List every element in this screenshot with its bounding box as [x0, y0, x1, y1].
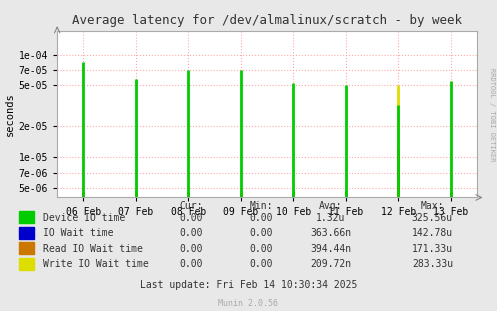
Text: Min:: Min: — [249, 201, 273, 211]
Text: 0.00: 0.00 — [179, 213, 203, 223]
Text: Read IO Wait time: Read IO Wait time — [43, 244, 143, 254]
Text: IO Wait time: IO Wait time — [43, 228, 113, 238]
Text: 0.00: 0.00 — [179, 228, 203, 238]
Text: 283.33u: 283.33u — [412, 259, 453, 269]
Text: Device IO time: Device IO time — [43, 213, 125, 223]
Text: RRDTOOL / TOBI OETIKER: RRDTOOL / TOBI OETIKER — [489, 68, 495, 162]
Text: 394.44n: 394.44n — [310, 244, 351, 254]
Text: Max:: Max: — [420, 201, 444, 211]
Y-axis label: seconds: seconds — [4, 92, 14, 136]
Text: 363.66n: 363.66n — [310, 228, 351, 238]
Text: 325.56u: 325.56u — [412, 213, 453, 223]
Text: 0.00: 0.00 — [249, 259, 273, 269]
Text: Munin 2.0.56: Munin 2.0.56 — [219, 299, 278, 308]
Text: Cur:: Cur: — [179, 201, 203, 211]
Text: 1.32u: 1.32u — [316, 213, 345, 223]
Text: 0.00: 0.00 — [249, 213, 273, 223]
Text: 0.00: 0.00 — [179, 259, 203, 269]
Text: Avg:: Avg: — [319, 201, 342, 211]
Text: 0.00: 0.00 — [249, 244, 273, 254]
Text: 0.00: 0.00 — [179, 244, 203, 254]
Text: Last update: Fri Feb 14 10:30:34 2025: Last update: Fri Feb 14 10:30:34 2025 — [140, 280, 357, 290]
Text: 209.72n: 209.72n — [310, 259, 351, 269]
Text: 171.33u: 171.33u — [412, 244, 453, 254]
Text: Write IO Wait time: Write IO Wait time — [43, 259, 149, 269]
Title: Average latency for /dev/almalinux/scratch - by week: Average latency for /dev/almalinux/scrat… — [72, 14, 462, 27]
Text: 142.78u: 142.78u — [412, 228, 453, 238]
Text: 0.00: 0.00 — [249, 228, 273, 238]
